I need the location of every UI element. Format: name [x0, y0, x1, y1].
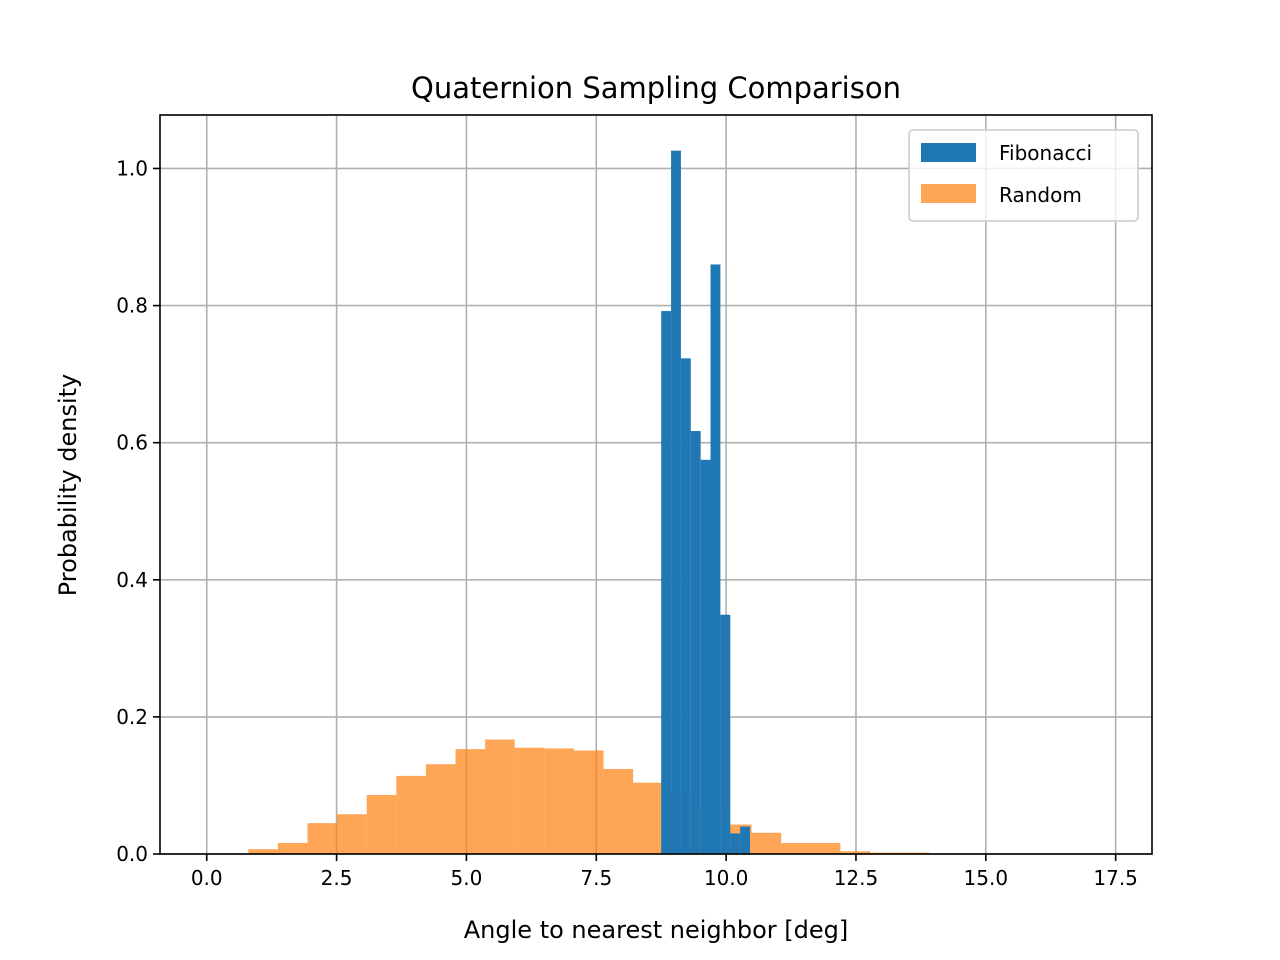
random-bar-5 — [396, 775, 426, 854]
chart-title: Quaternion Sampling Comparison — [411, 71, 901, 105]
fibonacci-bar-7 — [730, 833, 741, 854]
x-tick-label-1: 2.5 — [321, 866, 353, 890]
x-axis-label: Angle to nearest neighbor [deg] — [464, 916, 848, 944]
fibonacci-bar-4 — [700, 459, 711, 854]
y-tick-label-4: 0.8 — [116, 294, 148, 318]
fibonacci-bar-5 — [710, 264, 721, 854]
y-tick-label-5: 1.0 — [116, 156, 148, 180]
fibonacci-bar-1 — [671, 150, 681, 855]
random-bar-11 — [573, 750, 604, 854]
random-bar-8 — [485, 739, 515, 854]
x-tick-label-4: 10.0 — [704, 866, 749, 890]
x-tick-label-3: 7.5 — [580, 866, 612, 890]
fibonacci-bar-6 — [720, 614, 731, 854]
random-bar-6 — [425, 764, 456, 854]
legend-swatch-random — [921, 184, 976, 203]
legend-swatch-fibonacci — [921, 143, 976, 162]
y-axis-label: Probability density — [54, 374, 82, 597]
random-bar-7 — [455, 749, 486, 854]
fibonacci-series-bars — [661, 150, 751, 855]
random-bar-9 — [514, 747, 545, 854]
y-tick-label-1: 0.2 — [116, 705, 148, 729]
legend-label-fibonacci: Fibonacci — [999, 141, 1092, 165]
random-bar-3 — [337, 814, 367, 854]
x-tick-label-7: 17.5 — [1093, 866, 1138, 890]
random-bar-18 — [781, 843, 811, 854]
random-bar-20 — [840, 851, 870, 854]
x-axis-ticks: 0.0 2.5 5.0 7.5 10.0 12.5 15.0 17.5 — [191, 854, 1138, 890]
legend: Fibonacci Random — [908, 129, 1139, 222]
fibonacci-bar-2 — [680, 358, 691, 854]
y-tick-label-2: 0.4 — [116, 568, 148, 592]
fibonacci-bar-0 — [661, 311, 672, 854]
random-bar-1 — [277, 843, 308, 854]
random-bar-19 — [810, 843, 841, 854]
random-bar-10 — [544, 748, 574, 854]
random-bar-2 — [307, 823, 338, 854]
random-bar-12 — [603, 768, 634, 854]
y-tick-label-0: 0.0 — [116, 842, 148, 866]
plot-frame — [159, 114, 1153, 855]
legend-label-random: Random — [999, 183, 1082, 207]
x-tick-label-5: 12.5 — [834, 866, 879, 890]
fibonacci-bar-3 — [690, 431, 701, 854]
x-tick-label-2: 5.0 — [451, 866, 483, 890]
y-tick-label-3: 0.6 — [116, 431, 148, 455]
random-bar-4 — [366, 795, 397, 854]
random-bar-17 — [751, 832, 782, 854]
x-tick-label-0: 0.0 — [191, 866, 223, 890]
random-bar-13 — [633, 782, 663, 854]
y-axis-ticks: 0.0 0.2 0.4 0.6 0.8 1.0 — [116, 156, 160, 866]
x-tick-label-6: 15.0 — [964, 866, 1009, 890]
random-bar-0 — [248, 849, 278, 854]
fibonacci-bar-8 — [740, 826, 751, 854]
